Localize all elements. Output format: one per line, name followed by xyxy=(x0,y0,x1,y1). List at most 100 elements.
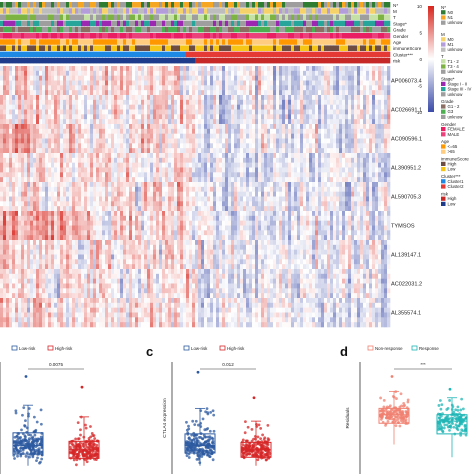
heatmap-cell xyxy=(327,157,331,163)
heatmap-cell xyxy=(384,75,388,81)
annotation-cell xyxy=(297,33,301,39)
heatmap-cell xyxy=(192,172,196,178)
heatmap-cell xyxy=(129,157,133,163)
annotation-cell xyxy=(210,39,214,45)
heatmap-cell xyxy=(243,138,247,144)
annotation-cell xyxy=(84,26,88,33)
annotation-cell xyxy=(48,8,52,14)
heatmap-cell xyxy=(255,66,259,72)
heatmap-cell xyxy=(177,162,181,168)
annotation-cell xyxy=(240,20,244,27)
heatmap-cell xyxy=(225,75,229,81)
heatmap-cell xyxy=(120,196,124,202)
heatmap-cell xyxy=(177,114,181,120)
annotation-cell xyxy=(216,39,220,45)
annotation-cell xyxy=(141,2,145,8)
heatmap-cell xyxy=(24,157,28,163)
heatmap-cell xyxy=(108,80,112,86)
heatmap-cell xyxy=(9,182,13,188)
heatmap-cell xyxy=(21,66,25,72)
annotation-cell xyxy=(138,20,142,27)
heatmap-cell xyxy=(72,119,76,125)
annotation-cell xyxy=(300,57,304,64)
heatmap-cell xyxy=(216,196,220,202)
heatmap-cell xyxy=(297,148,301,154)
annotation-cell xyxy=(96,26,100,33)
heatmap-cell xyxy=(48,66,52,72)
heatmap-cell xyxy=(45,95,49,101)
heatmap-cell xyxy=(339,114,343,120)
annotation-cell xyxy=(258,39,262,45)
heatmap-cell xyxy=(51,143,55,149)
annotation-cell xyxy=(315,20,319,27)
heatmap-cell xyxy=(111,172,115,178)
annotation-track-label: N* xyxy=(393,3,398,8)
heatmap-cell xyxy=(249,99,253,105)
annotation-cell xyxy=(48,45,52,51)
heatmap-cell xyxy=(258,124,262,130)
heatmap-cell xyxy=(186,186,190,192)
annotation-cell xyxy=(195,51,199,58)
heatmap-cell xyxy=(186,148,190,154)
heatmap-cell xyxy=(135,201,139,207)
annotation-cell xyxy=(177,33,181,39)
annotation-cell xyxy=(78,2,82,8)
heatmap-cell xyxy=(372,172,376,178)
annotation-cell xyxy=(51,14,55,20)
heatmap-cell xyxy=(198,75,202,81)
heatmap-cell xyxy=(264,109,268,115)
annotation-cell xyxy=(207,14,211,20)
heatmap-cell xyxy=(387,157,391,163)
heatmap-cell xyxy=(312,167,316,173)
heatmap-cell xyxy=(111,157,115,163)
heatmap-cell xyxy=(6,157,10,163)
heatmap-cell xyxy=(105,191,109,197)
annotation-cell xyxy=(282,2,286,8)
heatmap-cell xyxy=(375,186,379,192)
heatmap-cell xyxy=(15,104,19,110)
heatmap-cell xyxy=(69,133,73,139)
annotation-cell xyxy=(369,57,373,64)
annotation-cell xyxy=(264,45,268,51)
heatmap-cell xyxy=(315,124,319,130)
heatmap-cell xyxy=(312,138,316,144)
heatmap-cell xyxy=(381,186,385,192)
heatmap-cell xyxy=(111,148,115,154)
heatmap-cell xyxy=(87,95,91,101)
annotation-cell xyxy=(3,51,7,58)
annotation-cell xyxy=(243,26,247,33)
heatmap-cell xyxy=(297,153,301,159)
heatmap-cell xyxy=(114,196,118,202)
heatmap-cell xyxy=(204,80,208,86)
annotation-cell xyxy=(138,26,142,33)
heatmap-cell xyxy=(282,128,286,134)
annotation-cell xyxy=(183,39,187,45)
heatmap-cell xyxy=(72,99,76,105)
heatmap-cell xyxy=(237,143,241,149)
heatmap-cell xyxy=(270,162,274,168)
heatmap-cell xyxy=(369,66,373,72)
annotation-cell xyxy=(45,20,49,27)
annotation-cell xyxy=(108,26,112,33)
heatmap-cell xyxy=(168,114,172,120)
heatmap-cell xyxy=(381,162,385,168)
heatmap-cell xyxy=(42,90,46,96)
heatmap-cell xyxy=(273,99,277,105)
annotation-cell xyxy=(39,14,43,20)
heatmap-cell xyxy=(69,138,73,144)
heatmap-cell xyxy=(204,162,208,168)
annotation-cell xyxy=(207,45,211,51)
annotation-cell xyxy=(174,8,178,14)
heatmap-cell xyxy=(330,66,334,72)
heatmap-cell xyxy=(138,153,142,159)
heatmap-cell xyxy=(84,119,88,125)
annotation-cell xyxy=(114,39,118,45)
heatmap-cell xyxy=(348,70,352,76)
annotation-cell xyxy=(372,57,376,64)
heatmap-cell xyxy=(291,177,295,183)
heatmap-cell xyxy=(90,186,94,192)
heatmap-cell xyxy=(63,85,67,91)
heatmap-cell xyxy=(246,157,250,163)
annotation-cell xyxy=(249,51,253,58)
heatmap-cell xyxy=(66,153,70,159)
